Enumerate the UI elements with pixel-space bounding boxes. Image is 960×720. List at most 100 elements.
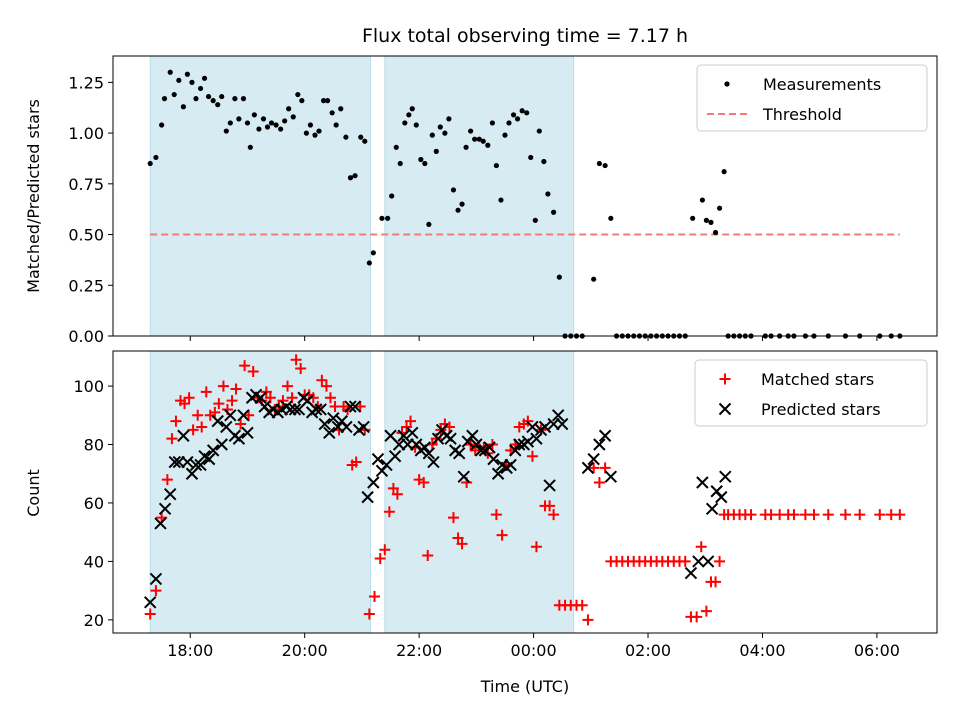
top-legend: Measurements Threshold — [696, 64, 928, 132]
bottom-predicted-stars-point-79 — [487, 452, 500, 466]
top-measurements-point-100 — [602, 162, 608, 169]
bottom-x-tick-label-1: 20:00 — [282, 641, 328, 660]
top-measurements-point-42 — [329, 110, 335, 116]
bottom-predicted-stars-point-92 — [543, 479, 556, 492]
bottom-matched-stars-point-97 — [576, 599, 588, 611]
bottom-x-tick-label-3: 00:00 — [511, 641, 557, 660]
top-measurements-point-69 — [450, 187, 457, 193]
bottom-predicted-stars-point-103 — [696, 476, 709, 489]
bottom-legend: Matched stars Predicted stars — [694, 359, 928, 427]
bottom-predicted-stars-point-108 — [719, 470, 732, 483]
bottom-legend-box — [694, 359, 928, 427]
top-y-tick-label-4: 1.00 — [68, 124, 104, 143]
top-measurements-point-98 — [591, 276, 597, 282]
top-measurements-point-99 — [596, 160, 602, 167]
top-measurements-point-22 — [244, 120, 251, 126]
top-measurements-point-65 — [433, 148, 439, 154]
bottom-matched-stars-point-9 — [187, 424, 199, 436]
bottom-matched-stars-point-139 — [874, 509, 886, 521]
bottom-predicted-stars-point-18 — [224, 409, 237, 422]
top-y-axis-label: Matched/Predicted stars — [24, 99, 43, 293]
top-measurements-point-55 — [393, 144, 399, 150]
bottom-x-tick-label-6: 06:00 — [854, 641, 900, 660]
bottom-predicted-stars-point-46 — [344, 400, 357, 413]
top-measurements-point-28 — [268, 120, 275, 126]
bottom-matched-stars-point-121 — [710, 576, 722, 588]
top-measurements-point-76 — [480, 138, 486, 144]
bottom-matched-stars-point-91 — [544, 500, 556, 512]
bottom-panel: 20 40 60 80 100 18:00 20:00 22:00 00:00 02:00 04:0… — [73, 350, 938, 660]
bottom-predicted-stars-point-98 — [593, 438, 606, 451]
bottom-matched-stars-point-10 — [192, 409, 204, 421]
top-measurements-point-73 — [468, 128, 474, 134]
bottom-matched-stars-point-136 — [822, 509, 834, 521]
bottom-predicted-stars-point-11 — [194, 458, 207, 472]
top-measurements-point-51 — [370, 250, 376, 256]
bottom-predicted-stars-point-5 — [168, 455, 182, 469]
bottom-predicted-stars-point-52 — [371, 452, 385, 466]
top-measurements-point-34 — [295, 91, 301, 98]
bottom-y-tick-label-4: 100 — [73, 377, 104, 396]
bottom-predicted-stars-point-100 — [604, 470, 618, 483]
top-measurements-point-21 — [240, 96, 247, 102]
bottom-matched-stars-point-16 — [217, 380, 229, 392]
bottom-shaded-interval-0 — [149, 350, 371, 634]
top-measurements-point-5 — [171, 91, 177, 98]
bottom-matched-stars-point-70 — [452, 532, 464, 544]
top-legend-box — [696, 64, 928, 132]
bottom-y-tick-label-0: 20 — [84, 611, 104, 630]
bottom-predicted-stars-point-60 — [406, 426, 419, 440]
bottom-matched-stars-point-100 — [593, 477, 605, 489]
bottom-predicted-stars-point-84 — [509, 444, 522, 457]
top-measurements-point-26 — [260, 116, 267, 122]
top-y-tick-label-1: 0.25 — [68, 276, 104, 295]
bottom-predicted-stars-point-107 — [715, 490, 728, 504]
top-measurements-point-2 — [159, 122, 165, 128]
top-measurements-point-116 — [699, 197, 705, 203]
bottom-predicted-stars-point-0 — [143, 596, 157, 609]
top-measurements-point-31 — [282, 118, 288, 124]
top-measurements-point-9 — [189, 79, 195, 85]
bottom-series-predicted-stars — [143, 388, 732, 609]
top-measurements-point-24 — [251, 112, 257, 118]
top-measurements-point-86 — [524, 110, 530, 116]
top-measurements-point-40 — [320, 98, 327, 104]
bottom-axes-frame — [112, 350, 938, 634]
top-measurements-point-44 — [338, 106, 344, 112]
bottom-predicted-stars-point-74 — [466, 429, 479, 442]
top-y-tick-label-2: 0.50 — [68, 226, 104, 245]
bottom-matched-stars-point-141 — [894, 509, 906, 521]
bottom-predicted-stars-point-78 — [483, 441, 496, 454]
top-measurements-point-84 — [514, 116, 521, 122]
bottom-predicted-stars-point-104 — [701, 555, 715, 568]
bottom-predicted-stars-point-25 — [254, 391, 267, 404]
bottom-matched-stars-point-39 — [316, 374, 328, 386]
bottom-matched-stars-point-22 — [243, 409, 255, 421]
top-measurements-point-93 — [556, 274, 562, 280]
bottom-matched-stars-point-20 — [235, 418, 247, 430]
top-measurements-point-18 — [227, 120, 233, 126]
bottom-matched-stars-point-80 — [496, 529, 508, 541]
bottom-matched-stars-point-87 — [526, 450, 538, 462]
bottom-matched-stars-point-58 — [401, 421, 413, 433]
bottom-predicted-stars-point-65 — [427, 455, 440, 469]
top-measurements-point-38 — [312, 132, 318, 138]
bottom-predicted-stars-point-47 — [348, 400, 362, 413]
bottom-matched-stars-point-8 — [183, 392, 195, 404]
top-measurements-point-46 — [347, 175, 354, 181]
bottom-matched-stars-point-1 — [150, 585, 162, 597]
top-measurements-point-118 — [708, 219, 714, 225]
top-measurements-point-45 — [343, 134, 349, 140]
top-measurements-point-57 — [402, 120, 408, 126]
top-measurements-point-30 — [278, 126, 284, 132]
bottom-predicted-stars-point-71 — [452, 447, 466, 460]
top-measurements-point-115 — [690, 215, 696, 221]
top-measurements-point-66 — [437, 124, 443, 130]
top-measurements-point-52 — [379, 215, 385, 221]
bottom-matched-stars-point-119 — [700, 605, 712, 617]
bottom-predicted-stars-point-33 — [288, 403, 302, 416]
top-measurements-point-77 — [485, 142, 491, 148]
top-measurements-point-87 — [528, 154, 534, 161]
bottom-matched-stars-point-19 — [230, 383, 242, 395]
bottom-y-tick-label-3: 80 — [84, 436, 104, 455]
